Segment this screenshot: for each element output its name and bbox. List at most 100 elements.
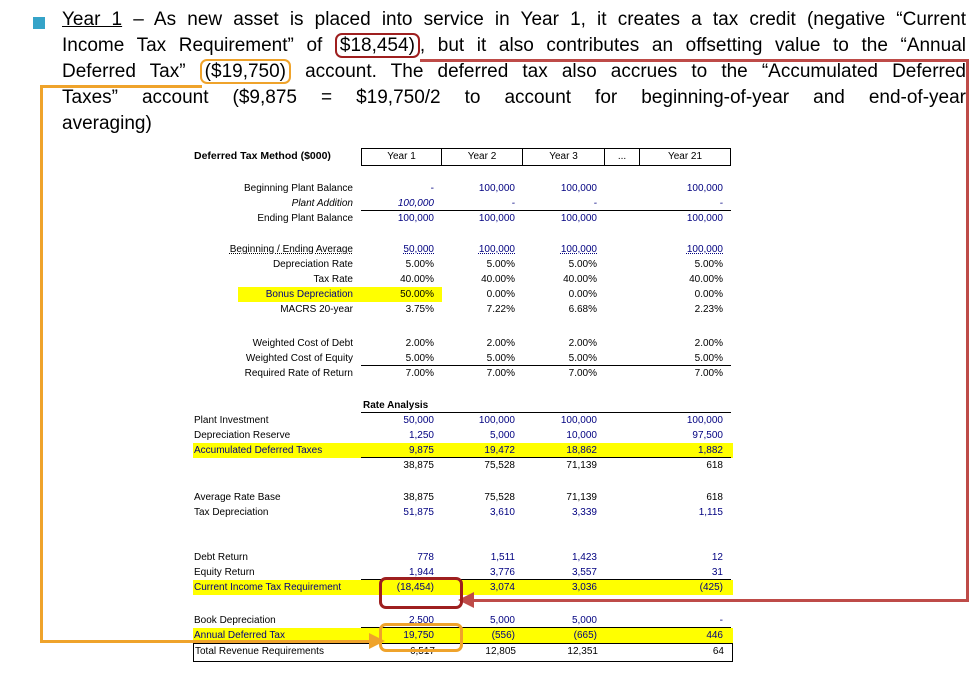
red-callout-cell-box — [379, 577, 463, 609]
cell: 38,875 — [403, 492, 434, 503]
cell: 7.22% — [486, 304, 515, 315]
cell: 3.75% — [405, 304, 434, 315]
row-spacer — [193, 226, 733, 242]
cell: 1,115 — [698, 507, 723, 518]
cell: (556) — [491, 630, 515, 641]
table-row: Ending Plant Balance 100,000 100,000 100,00… — [193, 211, 733, 226]
row-cells: 3.75% 7.22% 6.68% 2.23% — [361, 302, 731, 317]
red-connector-vertical-line — [966, 59, 969, 602]
cell: 3,610 — [489, 507, 515, 518]
cell: 38,875 — [403, 460, 434, 471]
cell — [605, 366, 640, 381]
row-label: Bonus Depreciation — [193, 287, 361, 302]
table-row: Debt Return 778 1,511 1,423 12 — [193, 550, 733, 565]
cell: 100,000 — [478, 213, 515, 224]
cell: 0.00% — [568, 289, 597, 300]
cell: 40.00% — [689, 274, 723, 285]
cell — [605, 287, 640, 302]
cell — [605, 272, 640, 287]
table-row: Tax Rate 40.00% 40.00% 40.00% 40.00% — [193, 272, 733, 287]
row-label: Average Rate Base — [194, 492, 281, 503]
row-label: Depreciation Rate — [272, 259, 353, 270]
row-label: Plant Addition — [291, 198, 353, 209]
year-columns-header: Year 1 Year 2 Year 3 ... Year 21 — [361, 148, 731, 166]
table-row: Depreciation Reserve 1,250 5,000 10,000 97,5… — [193, 428, 733, 443]
cell — [605, 336, 640, 351]
cell: 100,000 — [397, 198, 434, 209]
table-row: Weighted Cost of Debt 2.00% 2.00% 2.00% 2.00… — [193, 336, 733, 351]
table-row: Plant Addition 100,000 - - - — [193, 196, 733, 211]
row-cells: 9,875 19,472 18,862 1,882 — [361, 443, 731, 458]
cell: 7.00% — [694, 368, 723, 379]
red-connector-top-line — [420, 59, 969, 62]
cell — [605, 613, 640, 627]
row-cells: 38,875 75,528 71,139 618 — [361, 490, 731, 505]
row-label — [193, 398, 361, 413]
row-label: Required Rate of Return — [244, 368, 353, 379]
table-row: MACRS 20-year 3.75% 7.22% 6.68% 2.23% — [193, 302, 733, 317]
row-label: Accumulated Deferred Taxes — [194, 445, 323, 456]
cell: 5.00% — [486, 353, 515, 364]
cell: (425) — [699, 582, 723, 593]
table-row: Depreciation Rate 5.00% 5.00% 5.00% 5.00% — [193, 257, 733, 272]
row-cells: 778 1,511 1,423 12 — [361, 550, 731, 565]
cell — [606, 644, 641, 661]
cell: 7.00% — [486, 368, 515, 379]
table-row: Average Rate Base 38,875 75,528 71,139 618 — [193, 490, 733, 505]
table-row: Annual Deferred Tax 19,750 (556) (665) 446 — [193, 628, 733, 643]
row-label: Weighted Cost of Debt — [252, 338, 353, 349]
cell: 100,000 — [560, 183, 597, 194]
cell: 40.00% — [563, 274, 597, 285]
table-row: Plant Investment 50,000 100,000 100,000 100,… — [193, 413, 733, 428]
cell: - — [593, 198, 597, 209]
cell: 75,528 — [484, 460, 515, 471]
row-cells: 2.00% 2.00% 2.00% 2.00% — [361, 336, 731, 351]
cell: 2.23% — [694, 304, 723, 315]
cell: 64 — [712, 646, 724, 657]
column-header: Year 3 — [523, 149, 605, 165]
cell: 100,000 — [478, 244, 515, 255]
table-row: Book Depreciation 2,500 5,000 5,000 - — [193, 613, 733, 628]
cell — [605, 580, 640, 595]
table-title: Deferred Tax Method ($000) — [194, 150, 331, 162]
table-row: Required Rate of Return 7.00% 7.00% 7.00% 7.… — [193, 366, 733, 381]
cell: 100,000 — [686, 183, 723, 194]
cell: 10,000 — [566, 430, 597, 441]
paragraph-line: Income Tax Requirement” of $18,454), but… — [62, 33, 966, 59]
cell — [605, 351, 640, 365]
cell: 40.00% — [400, 274, 434, 285]
table-row: Total Revenue Requirements 6,517 12,805 12,… — [193, 643, 733, 662]
cell: 100,000 — [397, 213, 434, 224]
cell: 3,036 — [571, 582, 597, 593]
cell: 100,000 — [560, 244, 597, 255]
row-label: Book Depreciation — [194, 615, 276, 626]
cell: 5.00% — [568, 259, 597, 270]
paragraph-text: Deferred Tax” — [62, 61, 200, 82]
row-label: Beginning / Ending Average — [229, 244, 353, 255]
cell — [605, 550, 640, 565]
orange-connector-top-line — [40, 85, 202, 88]
bullet-square-icon — [33, 17, 45, 29]
cell: 51,875 — [403, 507, 434, 518]
cell — [605, 257, 640, 272]
row-cells: 100,000 100,000 100,000 100,000 — [361, 211, 731, 226]
cell — [605, 628, 640, 643]
cell: 71,139 — [566, 492, 597, 503]
cell: 1,423 — [571, 552, 597, 563]
cell: 5.00% — [405, 353, 434, 364]
table-row: Weighted Cost of Equity 5.00% 5.00% 5.00% 5.… — [193, 351, 733, 366]
cell: 0.00% — [486, 289, 515, 300]
orange-connector-vertical-line — [40, 85, 43, 643]
cell: - — [719, 615, 723, 626]
cell: 1,511 — [490, 552, 515, 563]
paragraph-line: Deferred Tax” ($19,750) account. The def… — [62, 59, 966, 85]
row-label: Beginning Plant Balance — [244, 183, 353, 194]
cell: 19,472 — [484, 445, 515, 456]
row-cells: 50.00% 0.00% 0.00% 0.00% — [361, 287, 731, 302]
row-label: Depreciation Reserve — [194, 430, 291, 441]
row-spacer — [193, 381, 733, 398]
row-cells: 51,875 3,610 3,339 1,115 — [361, 505, 731, 520]
row-cells: 38,875 75,528 71,139 618 — [361, 458, 731, 473]
table-row: Current Income Tax Requirement (18,454) 3,… — [193, 580, 733, 595]
cell: 618 — [706, 492, 723, 503]
